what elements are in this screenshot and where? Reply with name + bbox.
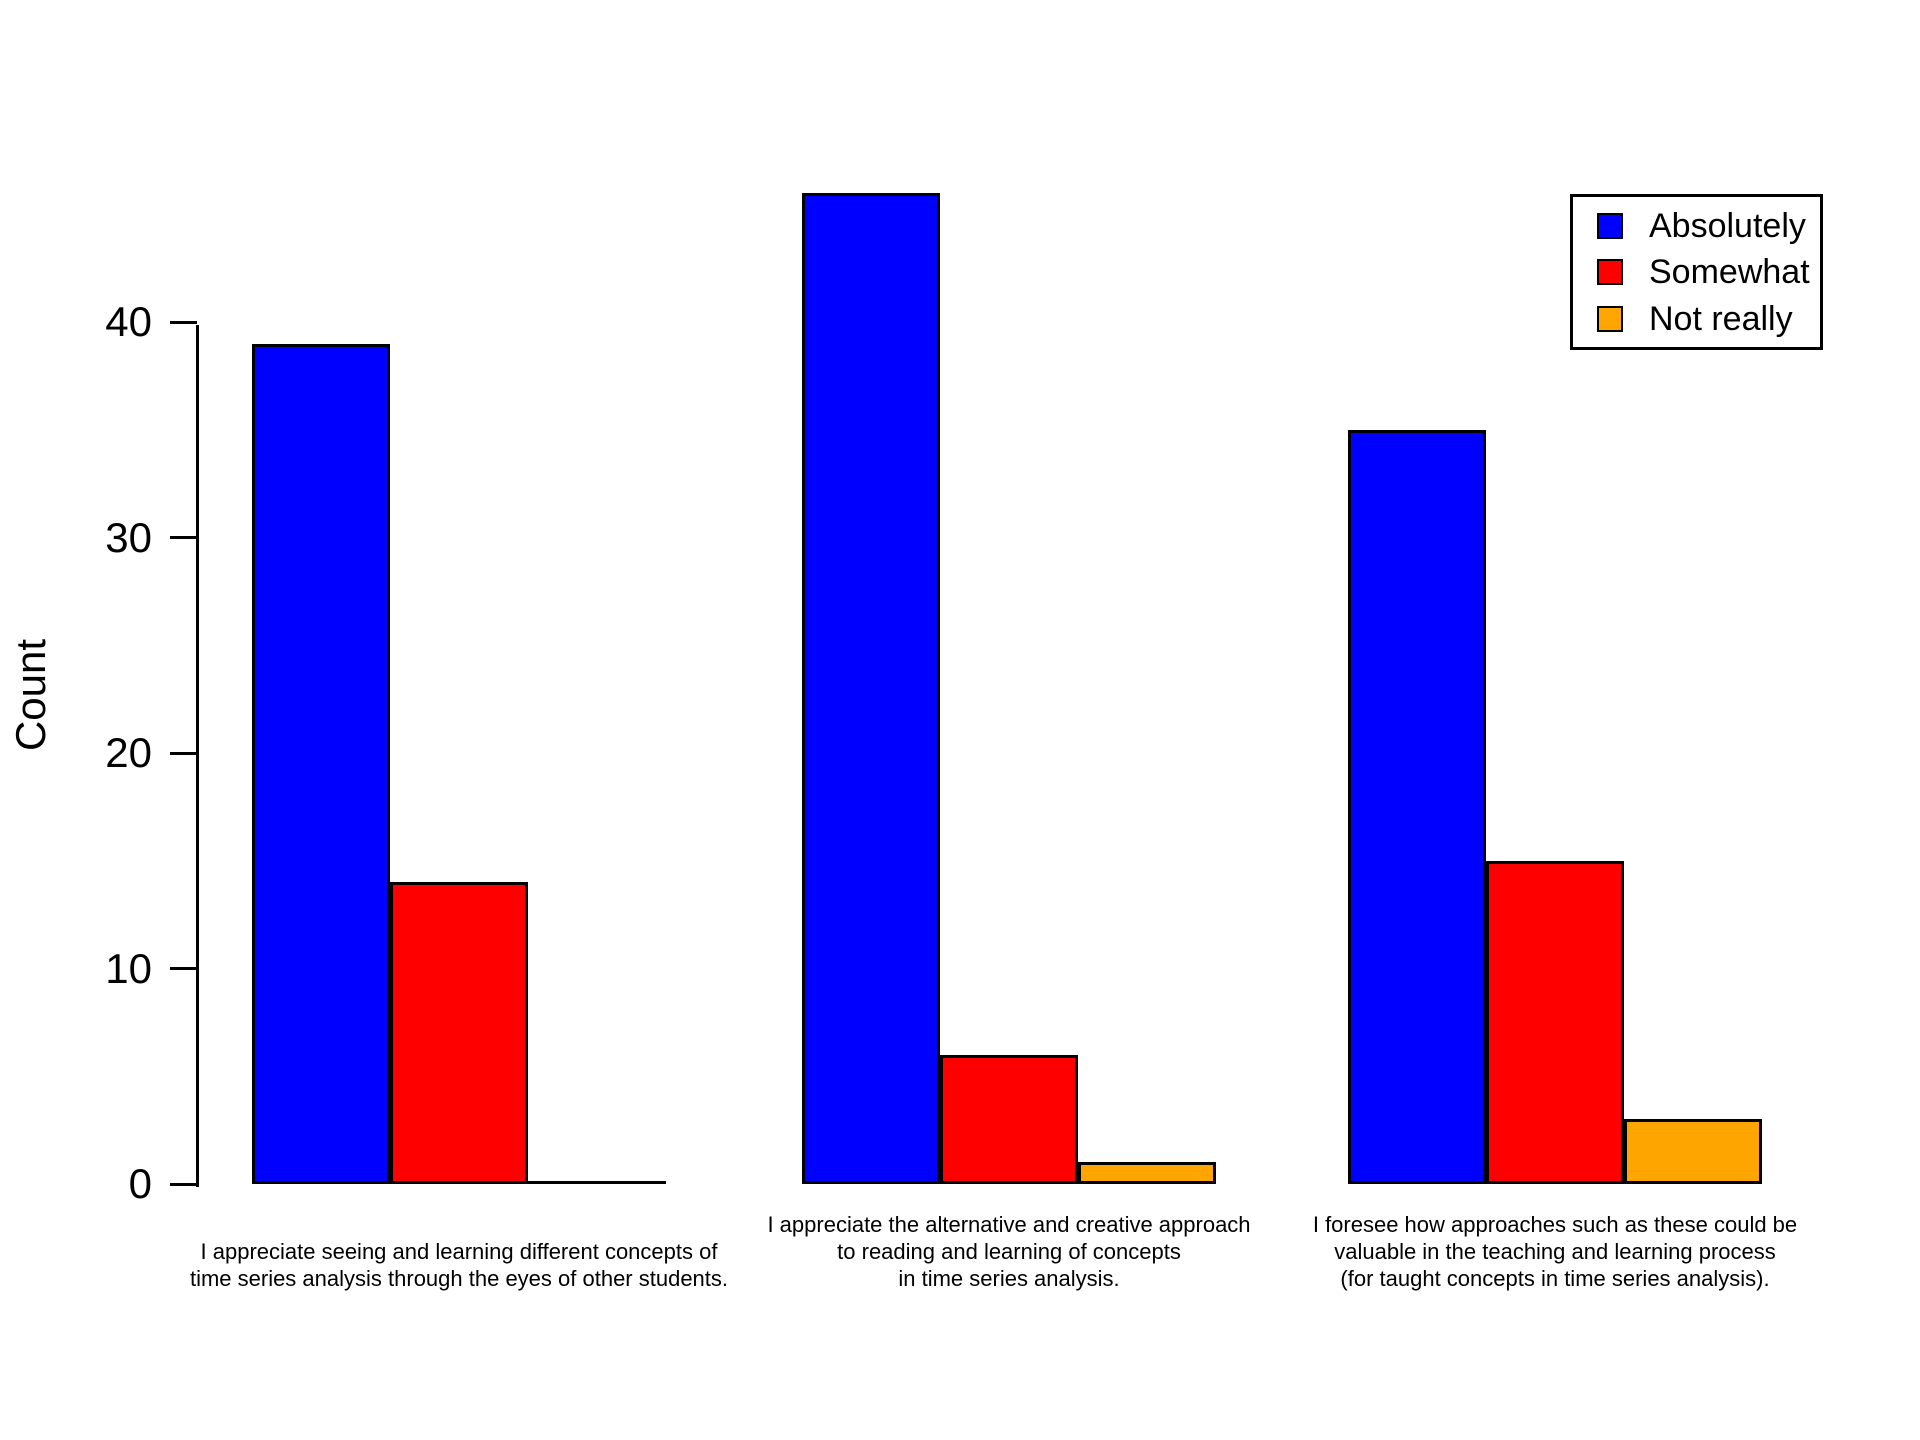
y-tick-label: 30 [105,513,152,561]
y-tick-mark [170,320,197,324]
legend: Absolutely Somewhat Not really [1570,194,1823,350]
legend-item-somewhat: Somewhat [1597,254,1820,290]
category-label: I appreciate seeing and learning differe… [189,1239,729,1291]
bar [940,1055,1078,1184]
bar [252,344,390,1184]
bar [1624,1119,1762,1184]
y-tick-mark [170,536,197,539]
legend-label-somewhat: Somewhat [1649,253,1810,291]
legend-swatch-not-really-icon [1597,305,1623,332]
y-tick-mark [170,751,197,755]
legend-label-absolutely: Absolutely [1649,206,1806,245]
category-label: I appreciate the alternative and creativ… [767,1212,1251,1291]
legend-swatch-absolutely-icon [1597,212,1623,239]
y-tick-mark [170,967,197,970]
y-tick-label: 0 [128,1160,152,1207]
y-tick-label: 10 [105,944,152,992]
bar [802,193,940,1184]
bar [390,882,528,1184]
legend-swatch-somewhat-icon [1597,259,1623,285]
bar [528,1181,666,1184]
y-tick-label: 40 [105,298,152,345]
y-axis-line [196,325,199,1187]
legend-label-not-really: Not really [1649,299,1793,338]
bar [1348,430,1486,1184]
bar [1078,1162,1216,1184]
y-axis-title: Count [7,638,54,752]
bar [1486,861,1624,1184]
legend-item-not-really: Not really [1597,301,1820,337]
legend-item-absolutely: Absolutely [1597,208,1820,244]
category-label: I foresee how approaches such as these c… [1312,1212,1798,1291]
y-tick-mark [170,1182,197,1186]
y-tick-label: 20 [105,729,152,776]
